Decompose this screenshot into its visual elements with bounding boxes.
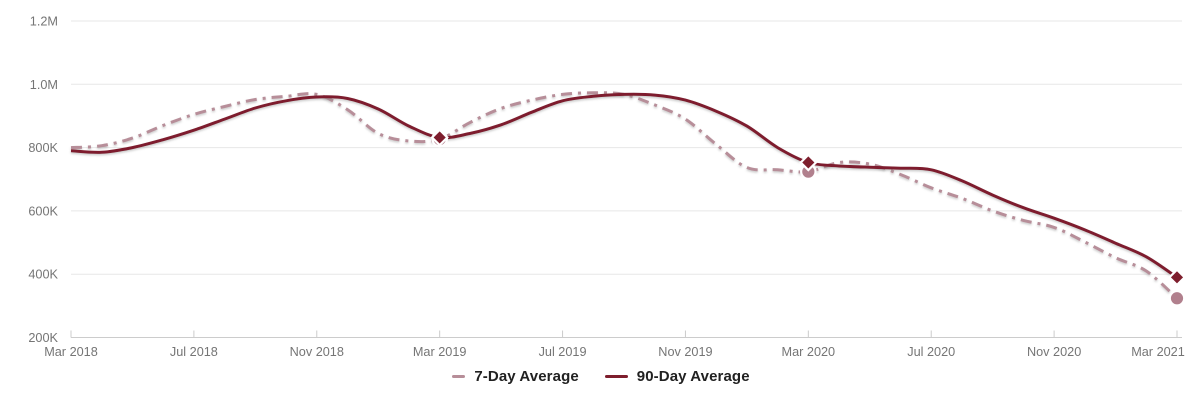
series-line-7-day-average xyxy=(70,91,1179,300)
x-axis-tick-label: Nov 2018 xyxy=(290,345,344,359)
marker-diamond-90-day xyxy=(430,128,449,147)
y-axis-tick-label: 1.0M xyxy=(30,78,58,92)
legend-item-90-day-average[interactable]: 90-Day Average xyxy=(604,368,750,385)
x-axis-tick-label: Jul 2019 xyxy=(539,345,587,359)
series-line-90-day-average xyxy=(70,92,1178,279)
x-axis-tick-label: Mar 2021 xyxy=(1131,345,1185,359)
x-axis-tick-label: Mar 2019 xyxy=(413,345,467,359)
chart-legend: 7-Day Average 90-Day Average xyxy=(0,368,1202,385)
7-day-average-dash-icon xyxy=(452,374,466,379)
x-axis-tick-label: Mar 2018 xyxy=(44,345,98,359)
y-axis-tick-label: 600K xyxy=(28,204,58,218)
x-axis-tick-label: Jul 2020 xyxy=(907,345,955,359)
90-day-average-dash-icon xyxy=(604,374,628,379)
marker-diamond-90-day xyxy=(799,153,818,172)
y-axis-tick-label: 1.2M xyxy=(30,15,58,29)
x-axis-tick-label: Jul 2018 xyxy=(170,345,218,359)
x-axis-tick-label: Nov 2019 xyxy=(658,345,712,359)
legend-item-7-day-average[interactable]: 7-Day Average xyxy=(452,368,579,385)
legend-label-90-day-average: 90-Day Average xyxy=(636,368,750,385)
legend-label-7-day-average: 7-Day Average xyxy=(474,368,579,385)
marker-circle-7-day xyxy=(1168,289,1186,307)
y-axis-tick-label: 800K xyxy=(28,141,58,155)
y-axis-tick-label: 200K xyxy=(28,331,58,345)
x-axis-tick-label: Mar 2020 xyxy=(782,345,836,359)
x-axis-tick-label: Nov 2020 xyxy=(1027,345,1081,359)
marker-diamond-90-day xyxy=(1167,268,1187,287)
y-axis-tick-label: 400K xyxy=(28,268,58,282)
